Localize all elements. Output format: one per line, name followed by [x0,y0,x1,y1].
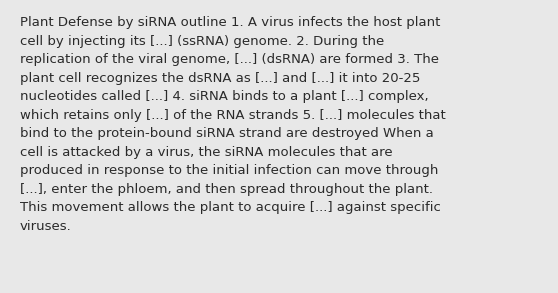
Text: Plant Defense by siRNA outline 1. A virus infects the host plant
cell by injecti: Plant Defense by siRNA outline 1. A viru… [20,16,445,233]
